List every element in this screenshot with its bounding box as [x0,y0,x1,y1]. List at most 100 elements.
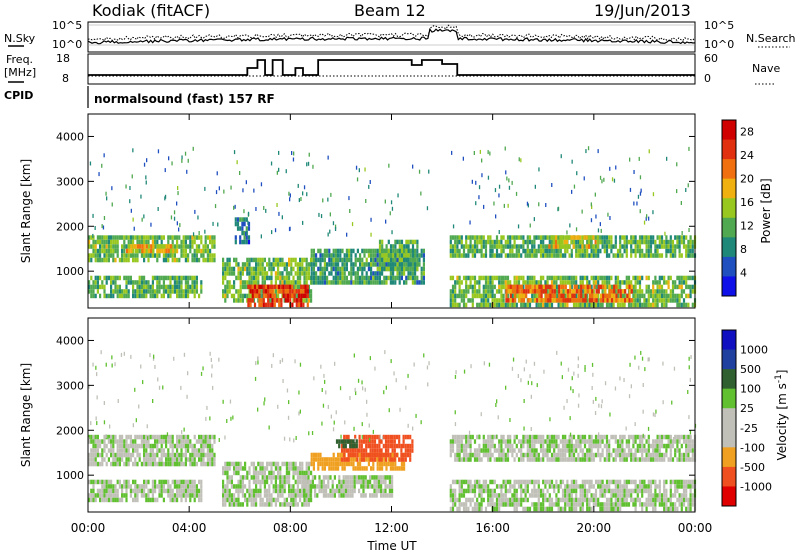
echo-cell [678,248,681,254]
echo-cell [261,470,264,476]
echo-cell [193,289,196,294]
echo-cell [583,439,587,444]
echo-cell [360,457,363,462]
echo-cell [608,253,611,258]
echo-cell [489,457,492,462]
echo-cell [351,448,355,453]
echo-cell [211,239,214,245]
scatter-cell [545,203,547,207]
echo-cell [162,284,165,290]
freq-panel-frame [87,53,696,85]
echo-cell [656,280,659,285]
echo-cell [358,434,361,440]
echo-cell [305,257,308,263]
scatter-cell [428,169,430,174]
echo-cell [187,493,190,498]
echo-cell [96,461,99,467]
scatter-cell [145,180,147,185]
scatter-cell [478,185,481,190]
echo-cell [588,452,591,458]
noise-tick-bottom-right: 10^0 [704,38,734,51]
echo-cell [107,248,110,254]
echo-cell [500,244,503,249]
scatter-cell [637,194,640,199]
echo-cell [134,484,137,489]
echo-cell [665,293,668,299]
echo-cell [560,298,563,303]
echo-cell [285,497,288,503]
echo-cell [274,475,277,480]
echo-cell [99,461,102,467]
echo-cell [312,275,315,281]
echo-cell [251,293,254,299]
echo-cell [261,466,264,471]
echo-cell [156,497,159,503]
echo-cell [250,266,253,272]
echo-cell [127,239,130,245]
scatter-cell [103,216,106,220]
echo-cell [608,298,611,303]
echo-cell [373,484,376,489]
echo-cell [572,302,576,308]
echo-cell [467,253,470,258]
echo-cell [495,244,499,249]
echo-cell [454,235,457,240]
echo-cell [235,488,238,494]
echo-cell [558,293,561,299]
echo-cell [361,275,364,281]
echo-cell [489,479,492,485]
echo-cell [515,502,518,507]
echo-cell [191,443,194,449]
echo-cell [550,302,554,308]
echo-cell [469,443,472,449]
echo-cell [599,275,602,281]
echo-cell [169,289,172,294]
echo-cell [476,448,479,453]
echo-cell [509,484,512,489]
echo-cell [228,461,231,467]
echo-cell [682,289,686,294]
echo-cell [467,284,470,290]
echo-cell [645,457,648,462]
echo-cell [575,293,578,299]
echo-cell [418,253,421,258]
echo-cell [305,262,308,267]
echo-cell [691,452,694,458]
echo-cell [482,235,485,240]
echo-cell [458,235,461,240]
echo-cell [533,452,536,458]
echo-cell [493,244,496,249]
echo-cell [539,239,543,245]
scatter-cell [493,201,495,206]
echo-cell [112,244,115,249]
echo-cell [344,443,347,449]
echo-cell [465,497,468,503]
echo-cell [385,257,388,263]
echo-cell [178,257,181,263]
echo-cell [213,439,216,444]
echo-cell [575,448,578,453]
echo-cell [103,275,106,281]
echo-cell [377,479,380,485]
echo-cell [627,239,631,245]
echo-cell [586,298,589,303]
echo-cell [467,484,470,489]
echo-cell [553,439,556,444]
echo-cell [187,235,190,240]
echo-cell [279,257,282,263]
echo-cell [333,488,336,494]
echo-cell [334,275,337,281]
echo-cell [299,466,302,471]
echo-cell [187,284,190,290]
echo-cell [297,302,301,308]
echo-cell [638,239,642,245]
echo-cell [132,257,135,263]
echo-cell [272,461,275,467]
echo-cell [610,244,613,249]
echo-cell [206,235,209,240]
echo-cell [520,493,523,498]
echo-cell [605,253,609,258]
echo-cell [596,235,599,240]
echo-cell [621,434,624,440]
echo-cell [193,497,196,503]
